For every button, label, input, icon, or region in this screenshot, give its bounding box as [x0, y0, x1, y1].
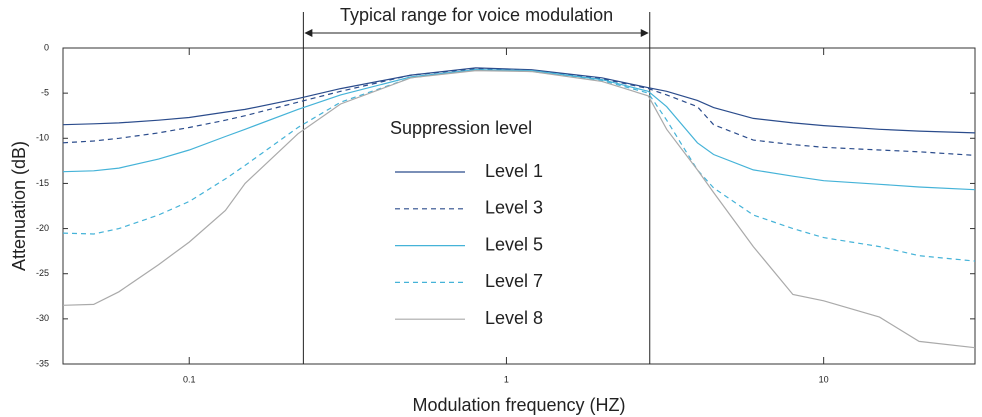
- y-tick-label: -25: [36, 268, 49, 278]
- series-line: [62, 69, 976, 191]
- legend-label: Level 7: [485, 271, 543, 291]
- plot-frame: [62, 47, 976, 365]
- arrow-head: [640, 29, 649, 37]
- y-axis-label: Attenuation (dB): [9, 141, 29, 271]
- x-tick-label: 10: [819, 374, 829, 384]
- annotation-bg: [311, 3, 642, 27]
- legend-label: Level 5: [485, 234, 543, 254]
- series-line: [62, 69, 976, 349]
- x-tick-label: 0.1: [183, 374, 196, 384]
- y-tick-label: -5: [41, 88, 49, 98]
- y-tick-label: -10: [36, 133, 49, 143]
- arrow-head: [304, 29, 313, 37]
- legend-label: Level 3: [485, 198, 543, 218]
- legend-label: Level 8: [485, 308, 543, 328]
- x-axis-label: Modulation frequency (HZ): [412, 395, 625, 415]
- y-tick-label: -30: [36, 313, 49, 323]
- annotation-text: Typical range for voice modulation: [340, 5, 613, 25]
- y-tick-label: -35: [36, 358, 49, 368]
- y-tick-label: 0: [44, 42, 49, 52]
- y-tick-label: -20: [36, 223, 49, 233]
- y-tick-label: -15: [36, 178, 49, 188]
- x-tick-label: 1: [504, 374, 509, 384]
- legend-title: Suppression level: [390, 118, 532, 138]
- series-line: [62, 68, 976, 156]
- legend-label: Level 1: [485, 161, 543, 181]
- series-line: [62, 67, 976, 134]
